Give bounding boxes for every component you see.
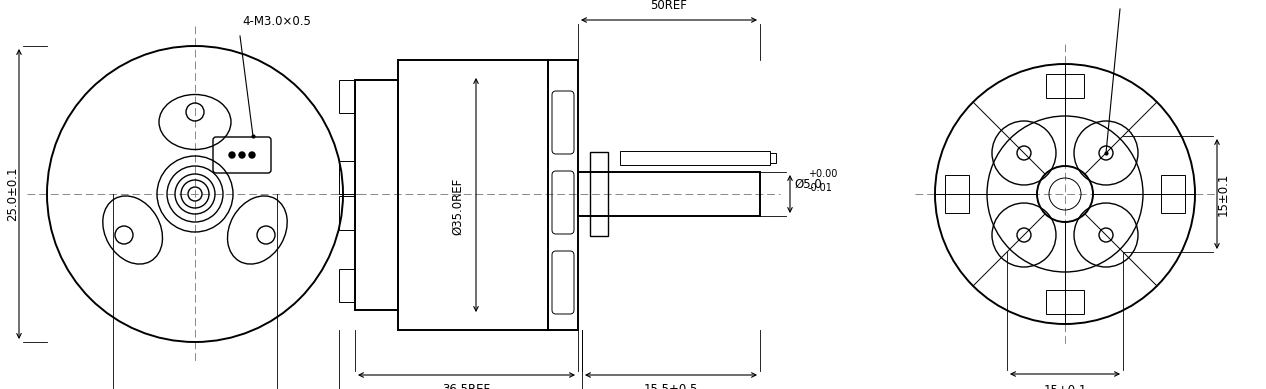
Bar: [339, 161, 354, 194]
Bar: [339, 268, 354, 302]
Text: 36.5REF: 36.5REF: [442, 383, 490, 389]
Bar: [1046, 290, 1084, 314]
Bar: [579, 172, 760, 216]
Text: 50REF: 50REF: [651, 0, 687, 12]
Bar: [620, 151, 770, 165]
Text: Ø35.0REF: Ø35.0REF: [452, 177, 465, 235]
Bar: [354, 80, 398, 310]
Text: Ø5.0: Ø5.0: [794, 177, 822, 191]
Bar: [339, 80, 354, 113]
Text: 15±0.1: 15±0.1: [1217, 172, 1229, 216]
Bar: [770, 153, 776, 163]
Text: 15.5±0.5: 15.5±0.5: [644, 383, 698, 389]
Text: 15±0.1: 15±0.1: [1043, 384, 1086, 389]
Text: +0.00: +0.00: [808, 169, 837, 179]
Text: -0.01: -0.01: [808, 183, 833, 193]
Bar: [398, 60, 548, 330]
Circle shape: [249, 152, 254, 158]
Circle shape: [229, 152, 235, 158]
Bar: [590, 152, 608, 236]
Text: 4-M2.5×0.45: 4-M2.5×0.45: [1115, 0, 1191, 1]
Bar: [1161, 175, 1185, 213]
Text: 25.0±0.1: 25.0±0.1: [6, 167, 19, 221]
Text: 4-M3.0×0.5: 4-M3.0×0.5: [242, 15, 311, 28]
Bar: [944, 175, 968, 213]
Bar: [1046, 74, 1084, 98]
Circle shape: [239, 152, 246, 158]
Bar: [548, 60, 579, 330]
Bar: [339, 196, 354, 230]
